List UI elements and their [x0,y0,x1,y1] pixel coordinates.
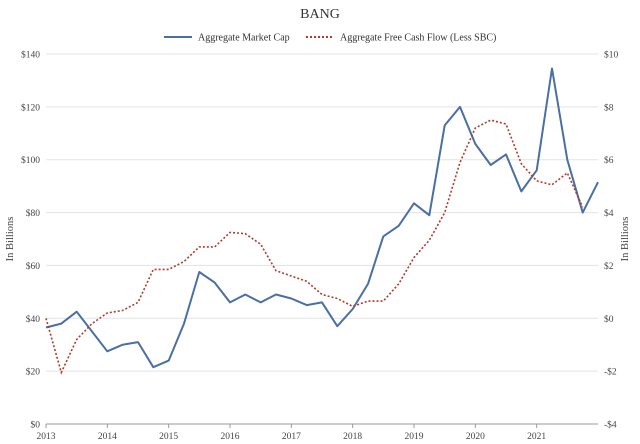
right-tick-label: -$2 [604,367,617,378]
chart-title: BANG [300,7,340,22]
left-tick-label: $120 [21,102,40,113]
x-tick-label: 2014 [98,432,117,442]
x-axis-ticks: 2013 2014 2015 2016 2017 2018 2019 2020 2021 [37,424,546,442]
legend-label-fcf: Aggregate Free Cash Flow (Less SBC) [340,33,496,44]
left-tick-label: $80 [26,208,41,219]
x-tick-label: 2016 [221,432,240,442]
left-tick-label: $100 [21,155,40,166]
x-tick-label: 2017 [282,432,301,442]
legend-label-market-cap: Aggregate Market Cap [198,33,290,44]
right-tick-label: -$4 [604,420,617,431]
x-tick-label: 2015 [159,432,178,442]
series-line-market-cap [45,67,599,369]
x-tick-label: 2013 [37,432,56,442]
left-tick-label: $20 [26,367,41,378]
legend: Aggregate Market Cap Aggregate Free Cash… [164,33,496,44]
right-tick-label: $2 [604,261,614,272]
left-tick-label: $140 [21,50,40,61]
x-tick-label: 2021 [527,432,546,442]
right-tick-label: $6 [604,155,614,166]
x-tick-label: 2018 [343,432,362,442]
right-axis-ticks: -$4 -$2 $0 $2 $4 $6 $8 $10 [604,50,619,431]
x-tick-label: 2020 [466,432,485,442]
left-tick-label: $0 [31,420,41,431]
gridlines [46,53,598,425]
left-axis-ticks: $0 $20 $40 $60 $80 $100 $120 $140 [21,50,40,431]
x-tick-label: 2019 [405,432,424,442]
left-tick-label: $60 [26,261,41,272]
right-tick-label: $4 [604,208,614,219]
right-tick-label: $8 [604,102,614,113]
right-axis-title: In Billions [620,217,631,262]
series-line-fcf [45,119,584,375]
right-tick-label: $0 [604,314,614,325]
left-tick-label: $40 [26,314,41,325]
left-axis-title: In Billions [5,217,16,262]
right-tick-label: $10 [604,50,619,61]
